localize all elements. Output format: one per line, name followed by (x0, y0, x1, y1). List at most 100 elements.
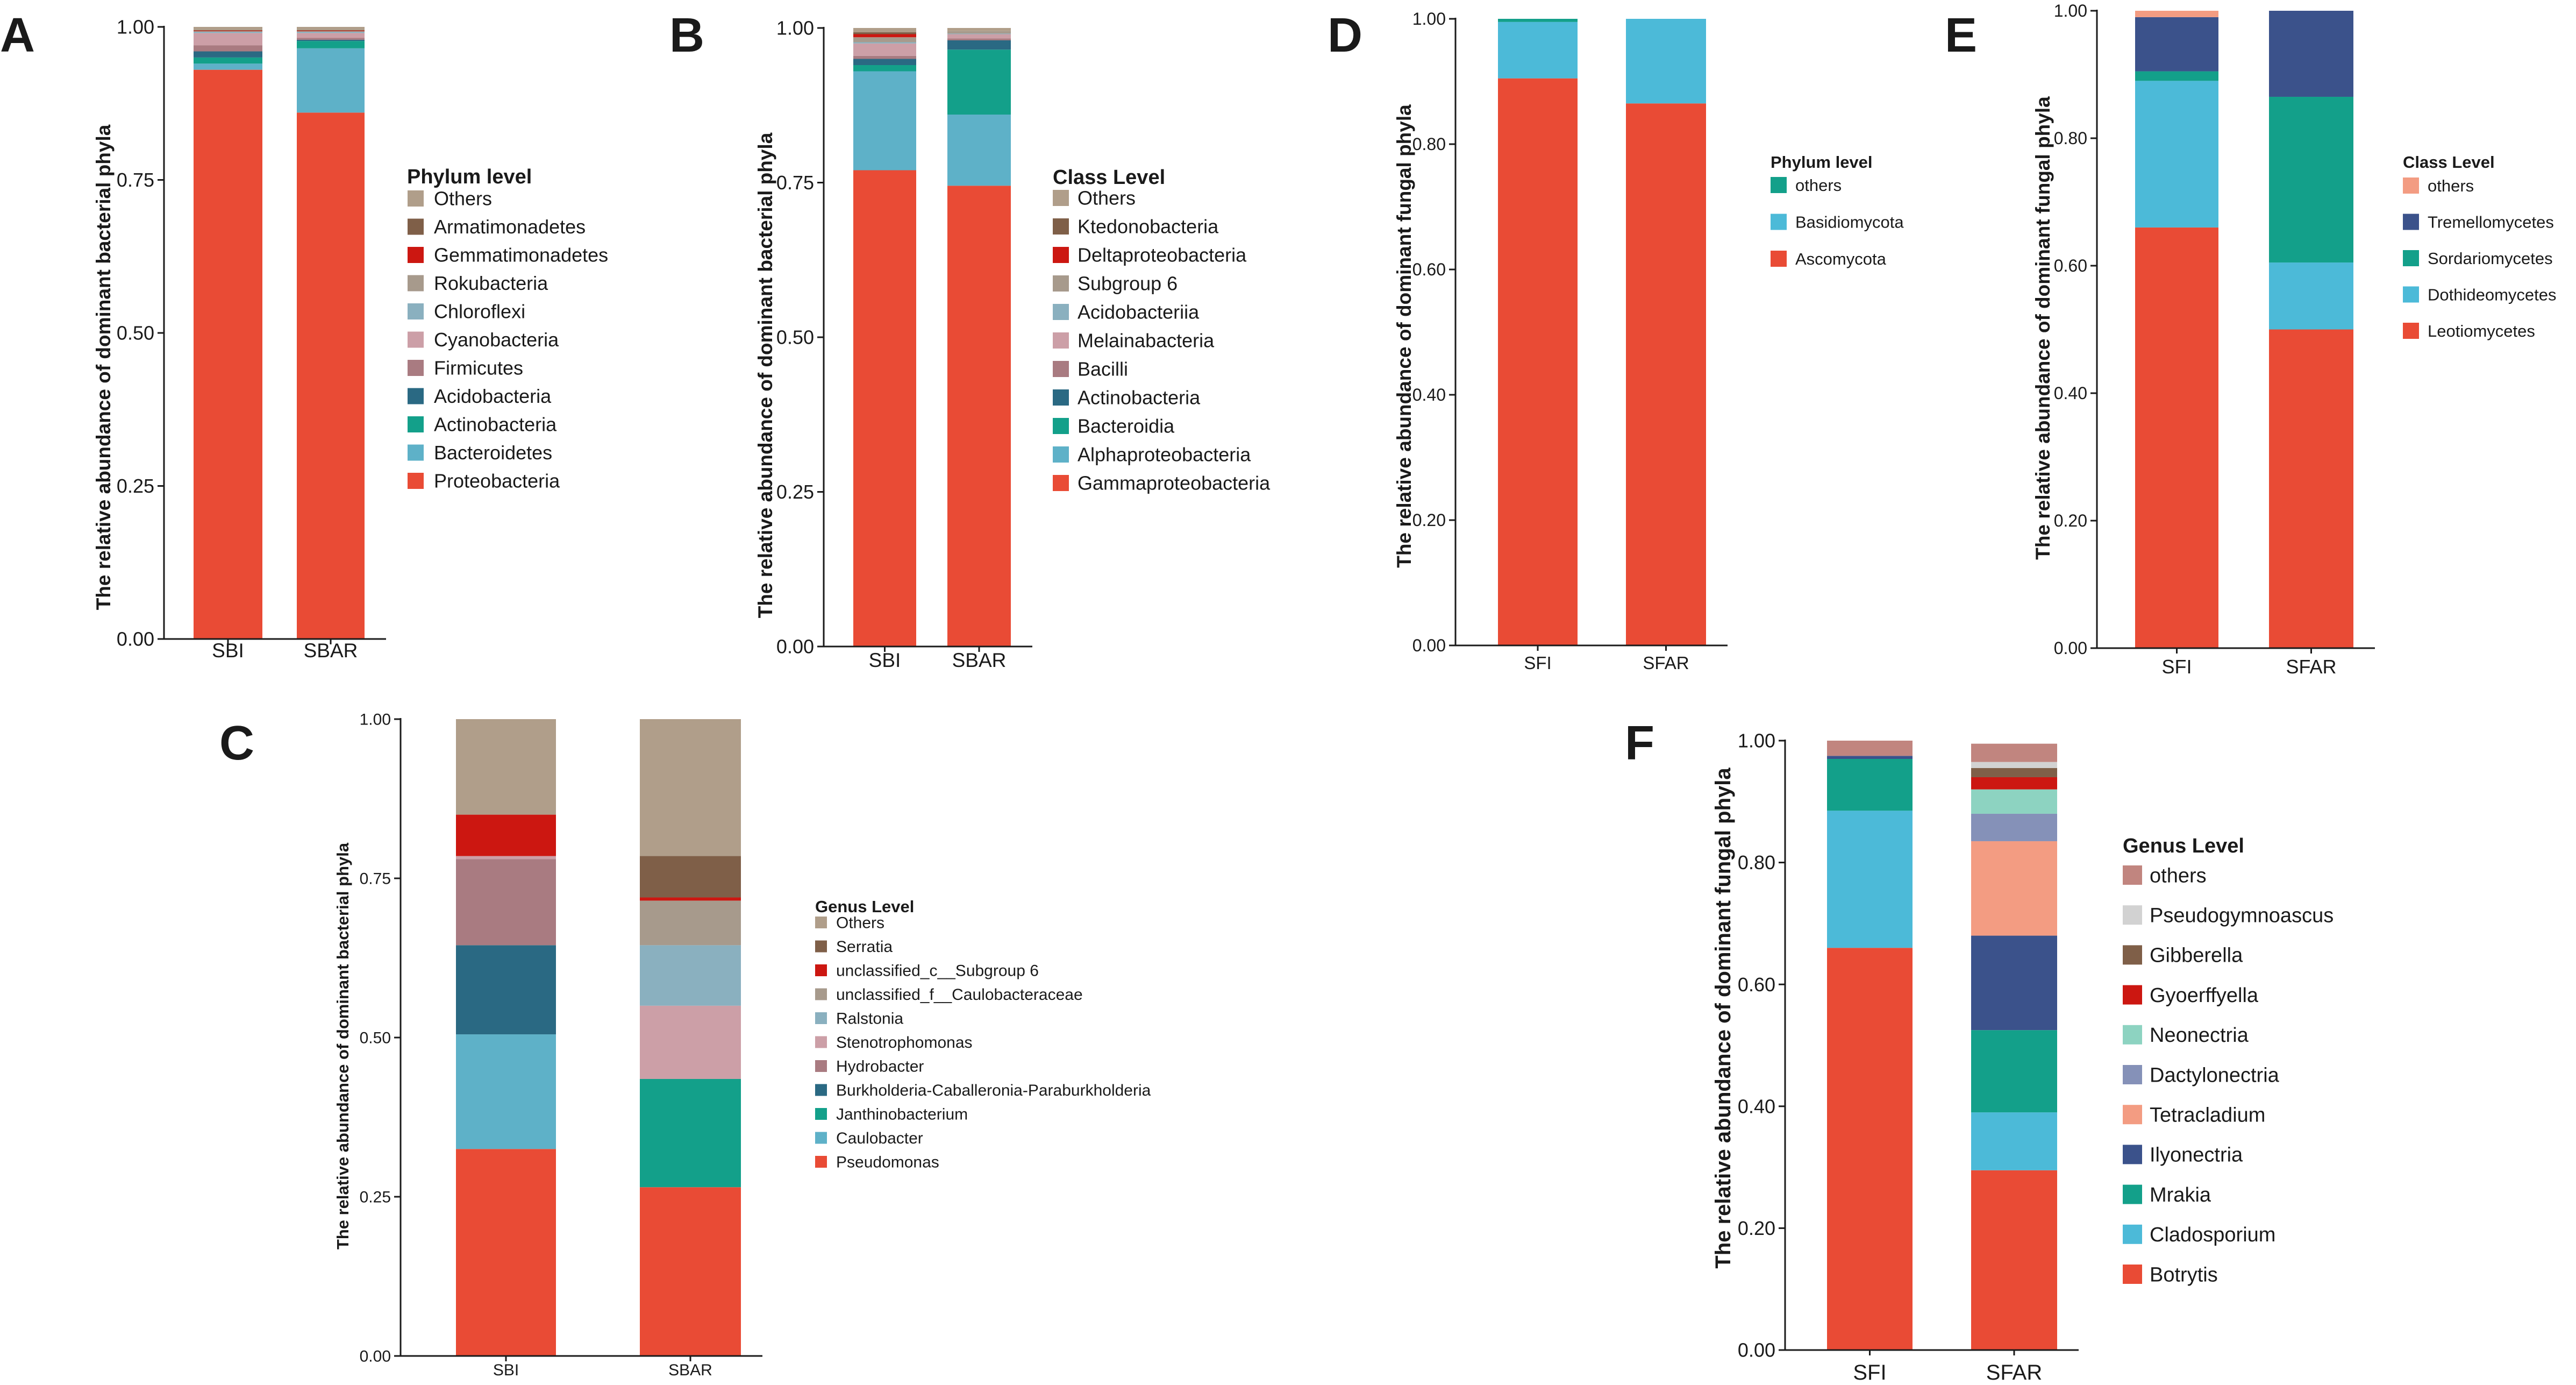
bar-segment-c-0-1 (456, 1034, 556, 1149)
bar-segment-d-1-1 (1626, 19, 1706, 104)
legend-swatch-b-0 (1053, 475, 1069, 491)
bar-segment-b-1-2 (947, 49, 1011, 115)
y-tick-label-c-2: 0.50 (360, 1029, 391, 1047)
legend-swatch-a-9 (408, 218, 424, 235)
y-tick-label-d-0: 0.00 (1412, 636, 1446, 655)
legend-swatch-a-8 (408, 247, 424, 263)
legend-swatch-b-1 (1053, 446, 1069, 463)
legend-swatch-f-1 (2123, 1224, 2142, 1244)
bar-segment-a-1-1 (297, 48, 365, 113)
bar-segment-a-1-6 (297, 32, 365, 33)
bar-segment-c-1-8 (640, 897, 741, 901)
bar-segment-b-0-7 (853, 37, 916, 42)
legend-label-e-2: Sordariomycetes (2428, 249, 2553, 268)
legend-label-c-3: Burkholderia-Caballeronia-Paraburkholder… (836, 1082, 1151, 1099)
bar-segment-a-1-3 (297, 39, 365, 41)
legend-swatch-a-4 (408, 360, 424, 376)
legend-label-f-10: others (2150, 864, 2207, 887)
bar-segment-e-0-0 (2135, 227, 2218, 648)
bar-segment-c-1-0 (640, 1187, 741, 1356)
bar-segment-a-0-9 (194, 30, 262, 31)
legend-label-a-3: Acidobacteria (434, 385, 552, 407)
bar-segment-f-0-0 (1827, 948, 1913, 1350)
legend-swatch-b-8 (1053, 247, 1069, 263)
legend-label-f-8: Gibberella (2150, 944, 2243, 967)
bar-segment-a-1-5 (297, 33, 365, 38)
y-tick-label-b-2: 0.50 (776, 326, 814, 349)
y-tick-label-e-3: 0.60 (2054, 256, 2087, 275)
legend-label-c-5: Stenotrophomonas (836, 1034, 973, 1052)
legend-swatch-b-10 (1053, 190, 1069, 206)
bar-segment-c-1-9 (640, 856, 741, 898)
bar-segment-f-1-9 (1971, 762, 2057, 768)
legend-label-b-2: Bacteroidia (1078, 415, 1175, 437)
legend-label-e-1: Dothideomycetes (2428, 285, 2557, 304)
bar-segment-c-0-10 (456, 719, 556, 815)
y-tick-label-f-4: 0.80 (1738, 851, 1775, 873)
legend-swatch-c-4 (815, 1060, 827, 1072)
panel-d-marks: SFI SFAR 0.00 0.20 0.40 0.60 0.80 1.00 others Bas… (1412, 9, 1904, 673)
bar-segment-a-0-10 (194, 27, 262, 30)
legend-label-a-9: Armatimonadetes (434, 216, 586, 238)
bar-segment-f-1-3 (1971, 935, 2057, 1031)
panel-f-marks: SFI SFAR 0.00 0.20 0.40 0.60 0.80 1.00 others Pse… (1738, 730, 2334, 1384)
legend-label-b-3: Actinobacteria (1078, 387, 1201, 409)
panel-e: E The relative abundance of dominant fun… (1945, 1, 2557, 678)
legend-label-c-0: Pseudomonas (836, 1154, 939, 1171)
y-tick-label-e-0: 0.00 (2054, 638, 2087, 658)
bar-segment-f-1-2 (1971, 1030, 2057, 1113)
y-tick-label-d-2: 0.40 (1412, 385, 1446, 404)
legend-swatch-a-6 (408, 303, 424, 319)
panel-letter-b: B (669, 9, 704, 62)
legend-label-a-7: Rokubacteria (434, 272, 548, 294)
y-tick-label-b-3: 0.75 (776, 172, 814, 194)
legend-label-c-8: unclassified_c__Subgroup 6 (836, 962, 1039, 980)
legend-swatch-c-1 (815, 1132, 827, 1144)
panel-a-marks: SBI SBAR0.000.250.500.751.00OthersArmatim… (117, 16, 608, 662)
legend-swatch-d-1 (1771, 214, 1787, 230)
legend-swatch-c-8 (815, 964, 827, 976)
bar-segment-c-1-10 (640, 719, 741, 856)
legend-swatch-c-10 (815, 917, 827, 928)
bar-segment-b-1-5 (947, 34, 1011, 39)
bar-segment-b-0-1 (853, 71, 916, 171)
bar-segment-a-0-1 (194, 63, 262, 70)
bar-segment-c-0-4 (456, 859, 556, 946)
legend-swatch-f-2 (2123, 1184, 2142, 1204)
legend-label-f-2: Mrakia (2150, 1184, 2211, 1206)
legend-label-c-1: Caulobacter (836, 1130, 923, 1147)
bar-segment-f-0-10 (1827, 741, 1913, 756)
x-tick-label-c-1: SBAR (668, 1361, 712, 1379)
bar-segment-f-0-2 (1827, 758, 1913, 811)
bar-segment-b-0-8 (853, 34, 916, 38)
bar-segment-a-0-7 (194, 31, 262, 32)
legend-swatch-a-0 (408, 473, 424, 489)
y-tick-label-e-5: 1.00 (2054, 1, 2087, 20)
bar-segment-b-1-10 (947, 28, 1011, 31)
bar-segment-b-1-6 (947, 33, 1011, 34)
legend-label-f-6: Neonectria (2150, 1024, 2249, 1047)
bar-segment-e-1-3 (2269, 11, 2353, 97)
bar-segment-a-1-2 (297, 41, 365, 48)
legend-swatch-e-1 (2403, 286, 2419, 303)
bar-segment-e-0-3 (2135, 17, 2218, 72)
bar-segment-b-0-9 (853, 32, 916, 34)
legend-swatch-a-5 (408, 331, 424, 348)
y-tick-label-f-5: 1.00 (1738, 730, 1775, 752)
y-tick-label-b-1: 0.25 (776, 481, 814, 503)
bar-segment-a-1-10 (297, 27, 365, 30)
legend-label-c-6: Ralstonia (836, 1010, 903, 1028)
y-tick-label-e-1: 0.20 (2054, 511, 2087, 530)
legend-swatch-e-3 (2403, 214, 2419, 230)
bar-segment-c-1-6 (640, 945, 741, 1006)
y-tick-label-c-0: 0.00 (360, 1348, 391, 1366)
bar-segment-b-1-3 (947, 40, 1011, 50)
y-tick-label-c-1: 0.25 (360, 1189, 391, 1206)
bar-segment-a-0-2 (194, 57, 262, 64)
legend-label-a-6: Chloroflexi (434, 301, 525, 323)
bar-segment-e-0-4 (2135, 11, 2218, 17)
legend-swatch-c-2 (815, 1108, 827, 1120)
legend-label-a-5: Cyanobacteria (434, 329, 559, 351)
y-tick-label-a-1: 0.25 (117, 475, 154, 497)
legend-label-f-3: Ilyonectria (2150, 1144, 2243, 1167)
